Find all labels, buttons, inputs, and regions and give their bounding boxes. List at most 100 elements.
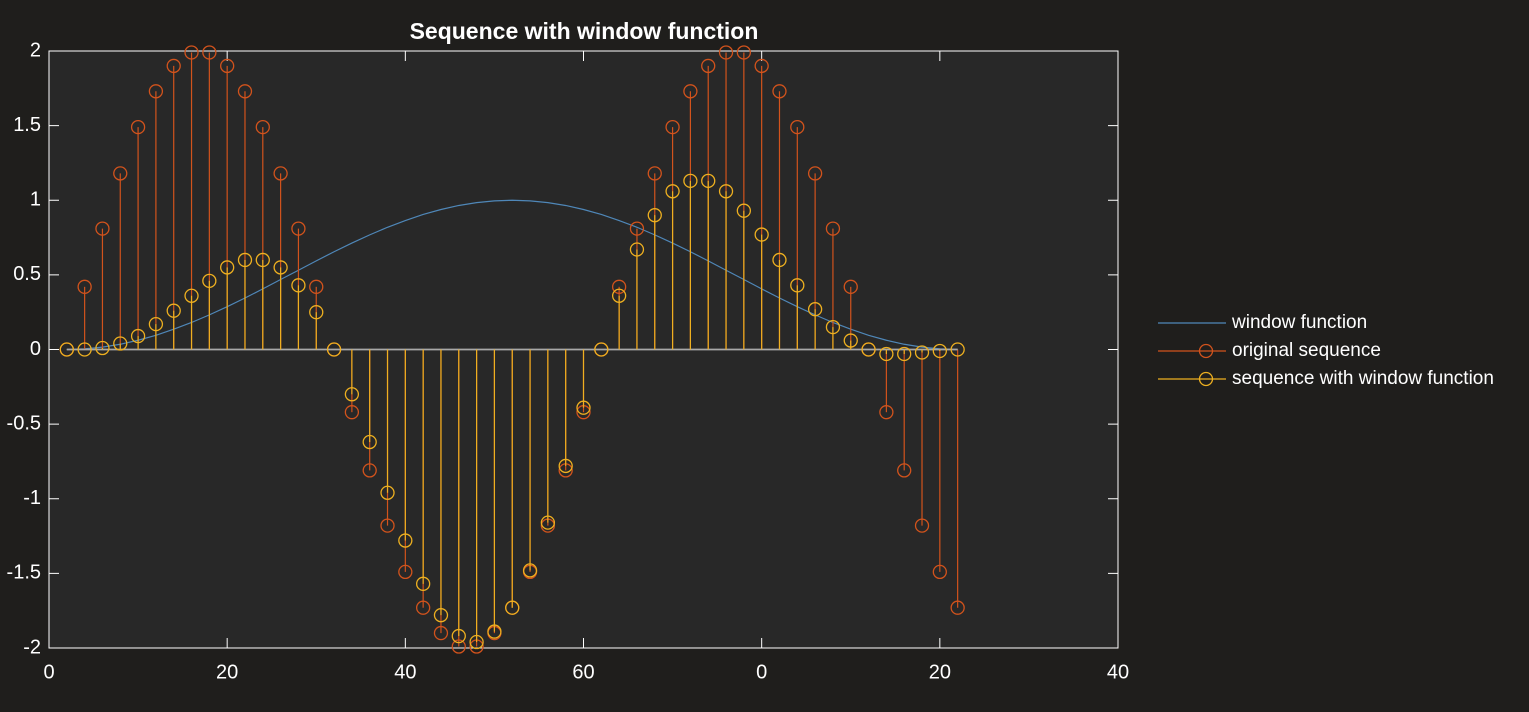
stem-marker bbox=[184, 288, 199, 303]
y-tick-label: -0.5 bbox=[7, 412, 41, 434]
stem-marker bbox=[540, 515, 556, 530]
stem-marker bbox=[683, 84, 698, 99]
stem-marker bbox=[344, 405, 360, 420]
y-tick-label: -2 bbox=[23, 636, 41, 658]
stem-marker bbox=[558, 458, 573, 474]
stem-marker bbox=[273, 260, 288, 275]
stem-marker bbox=[113, 166, 128, 181]
stem-marker bbox=[255, 252, 270, 268]
stem-marker bbox=[95, 221, 110, 236]
stem-marker bbox=[701, 173, 716, 188]
stem-marker bbox=[611, 288, 627, 303]
stem-marker bbox=[77, 342, 92, 357]
stem-marker bbox=[861, 342, 876, 357]
stem-marker bbox=[309, 279, 324, 294]
stem-marker bbox=[451, 628, 466, 644]
stem-marker bbox=[362, 434, 377, 450]
stem-marker bbox=[273, 166, 288, 181]
y-tick-label: 2 bbox=[30, 39, 41, 61]
stem-marker bbox=[255, 119, 270, 135]
x-tick-label: 60 bbox=[572, 661, 594, 683]
stem-marker bbox=[415, 600, 431, 615]
chart-title: Sequence with window function bbox=[410, 18, 759, 44]
stem-marker bbox=[629, 221, 645, 236]
stem-marker bbox=[772, 252, 787, 268]
stem-marker bbox=[825, 221, 841, 236]
legend-marker bbox=[1198, 371, 1214, 387]
stem-marker bbox=[148, 316, 164, 332]
stem-marker bbox=[202, 45, 217, 60]
stem-marker bbox=[932, 343, 947, 359]
stem-marker bbox=[95, 340, 110, 356]
x-tick-label: 0 bbox=[43, 661, 54, 683]
stem-marker bbox=[487, 624, 502, 639]
y-tick-label: -1.5 bbox=[7, 562, 41, 584]
stem-marker bbox=[665, 184, 680, 199]
y-tick-label: -1 bbox=[23, 487, 41, 509]
stem-marker bbox=[754, 227, 769, 242]
stem-marker bbox=[451, 639, 466, 654]
stem-marker bbox=[344, 387, 360, 402]
stem-marker bbox=[522, 563, 538, 578]
legend-label: original sequence bbox=[1232, 340, 1381, 361]
stem-marker bbox=[629, 242, 645, 257]
stem-marker bbox=[220, 260, 235, 275]
stem-marker bbox=[950, 600, 965, 615]
stem-marker bbox=[166, 58, 181, 74]
stem-marker bbox=[148, 84, 164, 99]
stem-marker bbox=[897, 346, 912, 362]
y-tick-label: 1 bbox=[30, 189, 41, 211]
stem-marker bbox=[647, 208, 662, 223]
stem-marker bbox=[59, 342, 74, 357]
stem-marker bbox=[380, 518, 395, 533]
stem-marker bbox=[380, 485, 395, 500]
stem-marker bbox=[362, 463, 377, 478]
y-tick-label: 0.5 bbox=[13, 263, 41, 285]
stem-marker bbox=[647, 166, 662, 181]
stem-marker bbox=[914, 345, 930, 360]
stem-marker bbox=[130, 119, 146, 135]
stem-marker bbox=[772, 84, 787, 99]
stem-marker bbox=[113, 336, 128, 351]
legend-marker bbox=[1198, 343, 1214, 359]
x-tick-label: 0 bbox=[756, 661, 767, 683]
stem-marker bbox=[790, 278, 805, 293]
stem-marker bbox=[433, 608, 449, 623]
stem-marker bbox=[914, 518, 930, 533]
stem-marker bbox=[398, 564, 413, 580]
stem-marker bbox=[683, 173, 698, 188]
stem-marker bbox=[220, 58, 235, 74]
stem-marker bbox=[166, 303, 181, 318]
stem-marker bbox=[843, 333, 858, 348]
stem-marker bbox=[309, 305, 324, 320]
stem-marker bbox=[843, 279, 858, 294]
stem-marker bbox=[326, 342, 342, 357]
stem-marker bbox=[879, 346, 894, 362]
y-tick-label: 0 bbox=[30, 338, 41, 360]
stem-marker bbox=[202, 273, 217, 288]
stem-marker bbox=[754, 58, 769, 74]
stem-marker bbox=[433, 625, 449, 641]
stem-marker bbox=[932, 564, 947, 580]
stem-marker bbox=[736, 45, 751, 60]
stem-marker bbox=[237, 252, 253, 268]
stem-marker bbox=[130, 328, 146, 344]
stem-marker bbox=[879, 405, 894, 420]
stem-marker bbox=[469, 634, 484, 650]
y-tick-label: 1.5 bbox=[13, 114, 41, 136]
stem-marker bbox=[398, 533, 413, 548]
stem-marker bbox=[790, 119, 805, 135]
x-tick-label: 20 bbox=[929, 661, 951, 683]
stem-marker bbox=[237, 84, 253, 99]
stem-marker bbox=[736, 203, 751, 218]
stem-marker bbox=[415, 576, 431, 591]
stem-marker bbox=[718, 184, 734, 199]
x-tick-label: 40 bbox=[394, 661, 416, 683]
stem-marker bbox=[718, 45, 734, 60]
stem-marker bbox=[807, 166, 823, 181]
stem-marker bbox=[77, 279, 92, 294]
axes-box bbox=[48, 50, 1119, 649]
stem-marker bbox=[291, 221, 306, 236]
